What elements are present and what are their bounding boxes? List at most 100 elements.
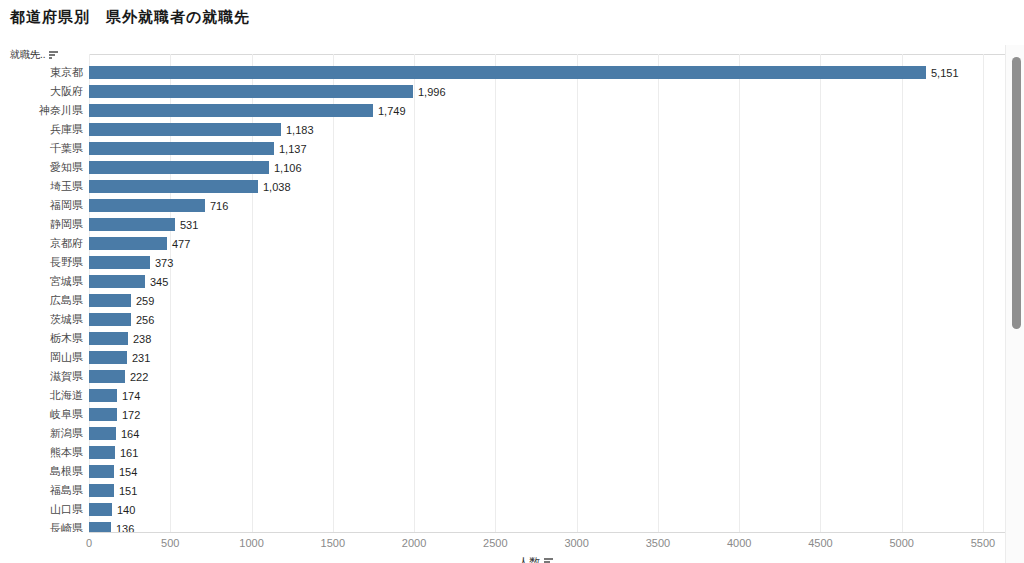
- bar-row: 熊本県 161: [0, 443, 1005, 462]
- value-label: 151: [119, 485, 137, 497]
- bar[interactable]: [89, 332, 128, 345]
- bar[interactable]: [89, 484, 114, 497]
- category-label[interactable]: 茨城県: [0, 312, 89, 327]
- bar-row: 滋賀県 222: [0, 367, 1005, 386]
- bar[interactable]: [89, 294, 131, 307]
- x-tick-label: 2500: [465, 537, 525, 549]
- bar-row: 北海道 174: [0, 386, 1005, 405]
- bar[interactable]: [89, 465, 114, 478]
- x-tick-label: 3500: [628, 537, 688, 549]
- category-label[interactable]: 熊本県: [0, 445, 89, 460]
- x-tick-label: 1500: [303, 537, 363, 549]
- bar[interactable]: [89, 503, 112, 516]
- bar-row: 長崎県 136: [0, 519, 1005, 532]
- category-label[interactable]: 宮城県: [0, 274, 89, 289]
- value-label: 154: [119, 466, 137, 478]
- bar[interactable]: [89, 66, 926, 79]
- bar[interactable]: [89, 218, 175, 231]
- category-label[interactable]: 岐阜県: [0, 407, 89, 422]
- bar-row: 神奈川県 1,749: [0, 101, 1005, 120]
- category-label[interactable]: 東京都: [0, 65, 89, 80]
- bar[interactable]: [89, 389, 117, 402]
- bar[interactable]: [89, 408, 117, 421]
- category-label[interactable]: 岡山県: [0, 350, 89, 365]
- category-label[interactable]: 広島県: [0, 293, 89, 308]
- category-label[interactable]: 埼玉県: [0, 179, 89, 194]
- bar-row: 広島県 259: [0, 291, 1005, 310]
- value-label: 174: [122, 390, 140, 402]
- bar-row: 埼玉県 1,038: [0, 177, 1005, 196]
- bar-row: 東京都5,151: [0, 63, 1005, 82]
- category-label[interactable]: 北海道: [0, 388, 89, 403]
- value-label: 1,137: [279, 143, 307, 155]
- value-label: 373: [155, 257, 173, 269]
- value-label: 716: [210, 200, 228, 212]
- bar[interactable]: [89, 427, 116, 440]
- bar-row: 岡山県 231: [0, 348, 1005, 367]
- value-label: 1,106: [274, 162, 302, 174]
- value-label: 222: [130, 371, 148, 383]
- tableau-view: 都道府県別 県外就職者の就職先 就職先.. 東京都5,151大阪府1,996神奈…: [0, 0, 1024, 563]
- category-label[interactable]: 福岡県: [0, 198, 89, 213]
- category-label[interactable]: 静岡県: [0, 217, 89, 232]
- bar[interactable]: [89, 85, 413, 98]
- bar-row: 茨城県256: [0, 310, 1005, 329]
- bar[interactable]: [89, 275, 145, 288]
- value-label: 136: [116, 523, 134, 533]
- bar[interactable]: [89, 142, 274, 155]
- bar[interactable]: [89, 370, 125, 383]
- bar-row: 千葉県 1,137: [0, 139, 1005, 158]
- category-label[interactable]: 大阪府: [0, 84, 89, 99]
- bar-row: 静岡県 531: [0, 215, 1005, 234]
- x-axis-title[interactable]: 人数: [89, 555, 983, 563]
- value-label: 259: [136, 295, 154, 307]
- bar-row: 宮城県345: [0, 272, 1005, 291]
- x-tick-label: 4500: [790, 537, 850, 549]
- category-label[interactable]: 滋賀県: [0, 369, 89, 384]
- value-label: 161: [120, 447, 138, 459]
- scrollbar-thumb[interactable]: [1012, 57, 1021, 329]
- bar-row: 山口県 140: [0, 500, 1005, 519]
- value-label: 1,038: [263, 181, 291, 193]
- pane-bottom-border: [89, 532, 1005, 533]
- category-label[interactable]: 栃木県: [0, 331, 89, 346]
- bar[interactable]: [89, 351, 127, 364]
- value-label: 164: [121, 428, 139, 440]
- bar-row: 兵庫県 1,183: [0, 120, 1005, 139]
- x-tick-label: 5000: [872, 537, 932, 549]
- bar[interactable]: [89, 522, 111, 532]
- x-tick-label: 3000: [547, 537, 607, 549]
- value-label: 1,183: [286, 124, 314, 136]
- category-label[interactable]: 新潟県: [0, 426, 89, 441]
- bar[interactable]: [89, 237, 167, 250]
- category-label[interactable]: 長野県: [0, 255, 89, 270]
- category-label[interactable]: 京都府: [0, 236, 89, 251]
- bar[interactable]: [89, 446, 115, 459]
- bar-row: 栃木県238: [0, 329, 1005, 348]
- bar[interactable]: [89, 313, 131, 326]
- axis-sort-icon[interactable]: [544, 558, 554, 563]
- value-label: 1,749: [378, 105, 406, 117]
- category-label[interactable]: 福島県: [0, 483, 89, 498]
- value-label: 140: [117, 504, 135, 516]
- bar[interactable]: [89, 123, 281, 136]
- bar[interactable]: [89, 199, 205, 212]
- bar-row: 岐阜県172: [0, 405, 1005, 424]
- category-label[interactable]: 神奈川県: [0, 103, 89, 118]
- category-label[interactable]: 愛知県: [0, 160, 89, 175]
- bar-row: 長野県 373: [0, 253, 1005, 272]
- value-label: 231: [132, 352, 150, 364]
- bar[interactable]: [89, 256, 150, 269]
- bar[interactable]: [89, 104, 373, 117]
- category-label[interactable]: 兵庫県: [0, 122, 89, 137]
- category-label[interactable]: 千葉県: [0, 141, 89, 156]
- bar-row: 京都府 477: [0, 234, 1005, 253]
- value-label: 531: [180, 219, 198, 231]
- value-label: 477: [172, 238, 190, 250]
- bar-rows: 東京都5,151大阪府1,996神奈川県1,749兵庫県1,183千葉県1,13…: [0, 54, 1005, 532]
- category-label[interactable]: 長崎県: [0, 521, 89, 532]
- category-label[interactable]: 島根県: [0, 464, 89, 479]
- bar[interactable]: [89, 180, 258, 193]
- category-label[interactable]: 山口県: [0, 502, 89, 517]
- bar[interactable]: [89, 161, 269, 174]
